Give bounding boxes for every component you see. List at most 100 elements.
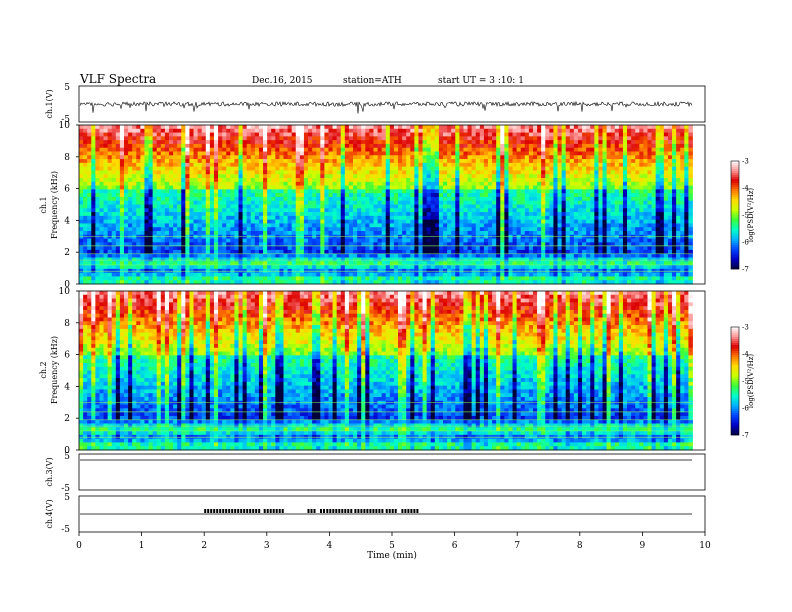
- spectrogram-cell: [344, 204, 350, 209]
- spectrogram-cell: [475, 200, 481, 205]
- spectrogram-cell: [181, 136, 186, 141]
- spectrogram-cell: [602, 143, 607, 149]
- spectrogram-cell: [590, 219, 595, 224]
- spectrogram-cell: [500, 200, 505, 205]
- spectrogram-cell: [263, 242, 268, 247]
- spectrogram-cell: [528, 185, 534, 190]
- spectrogram-cell: [103, 166, 109, 171]
- spectrogram-cell: [283, 234, 288, 239]
- spectrogram-cell: [123, 238, 129, 243]
- spectrogram-cell: [177, 181, 182, 186]
- spectrogram-cell: [271, 223, 276, 228]
- spectrogram-cell: [443, 159, 448, 164]
- spectrogram-cell: [164, 143, 170, 149]
- spectrogram-cell: [557, 196, 562, 202]
- spectrogram-cell: [635, 166, 640, 171]
- spectrogram-cell: [569, 155, 575, 160]
- spectrogram-cell: [414, 246, 419, 251]
- spectrogram-cell: [647, 204, 652, 209]
- spectrogram-cell: [275, 132, 280, 137]
- spectrogram-cell: [680, 238, 685, 243]
- spectrogram-cell: [569, 189, 575, 194]
- spectrogram-cell: [111, 174, 117, 179]
- spectrogram-cell: [312, 200, 317, 205]
- spectrogram-cell: [365, 136, 370, 141]
- spectrogram-cell: [320, 136, 325, 141]
- spectrogram-cell: [348, 132, 354, 137]
- spectrogram-cell: [569, 162, 575, 168]
- spectrogram-cell: [598, 238, 603, 243]
- spectrogram-cell: [557, 178, 562, 183]
- spectrogram-cell: [676, 155, 681, 160]
- spectrogram-cell: [676, 174, 681, 179]
- spectrogram-cell: [83, 249, 88, 255]
- spectrogram-cell: [680, 155, 685, 160]
- spectrogram-cell: [275, 151, 280, 156]
- spectrogram-cell: [213, 155, 219, 160]
- spectrogram-cell: [332, 174, 338, 179]
- spectrogram-cell: [238, 151, 243, 156]
- spectrogram-cell: [549, 136, 554, 141]
- spectrogram-cell: [287, 223, 293, 228]
- spectrogram-cell: [177, 151, 182, 156]
- spectrogram-cell: [393, 200, 399, 205]
- spectrogram-cell: [361, 185, 366, 190]
- spectrogram-cell: [643, 208, 648, 213]
- spectrogram-cell: [598, 227, 603, 232]
- spectrogram-cell: [614, 185, 620, 190]
- spectrogram-cell: [434, 140, 440, 145]
- spectrogram-cell: [684, 155, 689, 160]
- spectrogram-cell: [459, 231, 464, 236]
- spectrogram-cell: [508, 185, 513, 190]
- spectrogram-cell: [618, 181, 624, 186]
- spectrogram-cell: [598, 143, 603, 149]
- spectrogram-cell: [132, 147, 137, 152]
- spectrogram-cell: [590, 185, 595, 190]
- spectrogram-cell: [140, 219, 145, 224]
- spectrogram-cell: [271, 155, 276, 160]
- spectrogram-cell: [336, 231, 342, 236]
- spectrogram-cell: [205, 170, 211, 175]
- spectrogram-cell: [263, 151, 268, 156]
- spectrogram-cell: [340, 174, 346, 179]
- spectrogram-cell: [238, 185, 243, 190]
- spectrogram-cell: [316, 178, 321, 183]
- spectrogram-cell: [537, 151, 542, 156]
- spectrogram-cell: [164, 223, 170, 228]
- spectrogram-cell: [598, 196, 603, 202]
- spectrogram-cell: [303, 196, 309, 202]
- spectrogram-cell: [250, 132, 256, 137]
- spectrogram-cell: [393, 231, 399, 236]
- spectrogram-cell: [418, 185, 423, 190]
- spectrogram-cell: [447, 159, 452, 164]
- spectrogram-cell: [684, 238, 689, 243]
- spectrogram-cell: [594, 170, 599, 175]
- spectrogram-cell: [246, 234, 252, 239]
- spectrogram-cell: [156, 185, 162, 190]
- spectrogram-cell: [418, 238, 423, 243]
- spectrogram-cell: [520, 128, 526, 133]
- spectrogram-cell: [561, 140, 567, 145]
- spectrogram-cell: [614, 128, 620, 133]
- spectrogram-cell: [246, 128, 252, 133]
- spectrogram-cell: [361, 231, 366, 236]
- spectrogram-cell: [557, 143, 562, 149]
- spectrogram-cell: [663, 166, 669, 171]
- spectrogram-cell: [520, 246, 526, 251]
- spectrogram-cell: [242, 128, 248, 133]
- spectrogram-cell: [185, 147, 190, 152]
- spectrogram-cell: [582, 208, 587, 213]
- spectrogram-cell: [414, 140, 419, 145]
- spectrogram-cell: [234, 162, 239, 168]
- spectrogram-cell: [500, 125, 505, 130]
- spectrogram-cell: [483, 181, 489, 186]
- spectrogram-cell: [492, 200, 497, 205]
- spectrogram-cell: [406, 219, 411, 224]
- spectrogram-cell: [402, 155, 407, 160]
- spectrogram-cell: [226, 249, 231, 255]
- spectrogram-cell: [140, 227, 145, 232]
- spectrogram-cell: [549, 238, 554, 243]
- spectrogram-cell: [573, 147, 579, 152]
- spectrogram-cell: [348, 189, 354, 194]
- spectrogram-cell: [389, 196, 395, 202]
